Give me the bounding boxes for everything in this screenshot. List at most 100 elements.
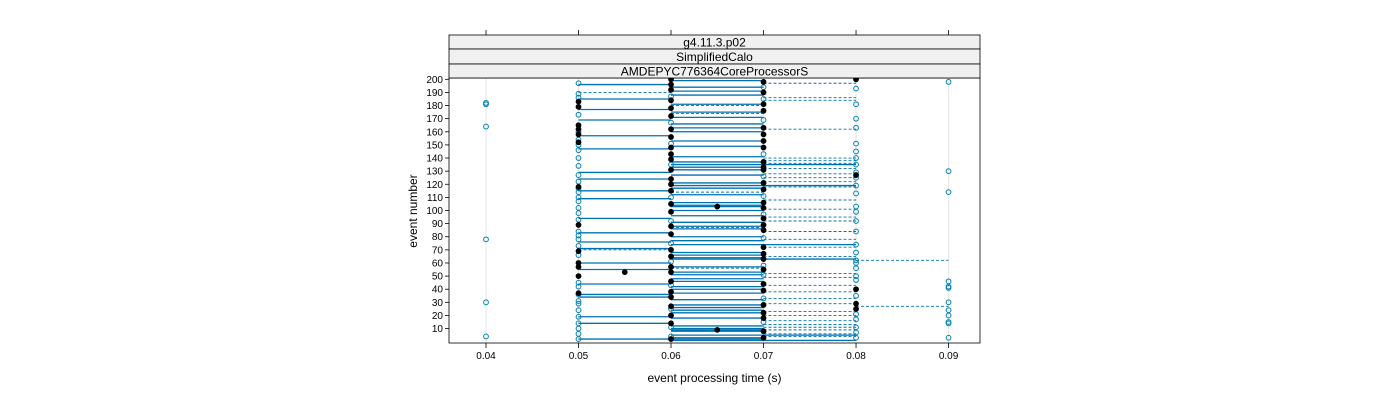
- open-point: [945, 189, 952, 196]
- filled-point: [668, 166, 674, 173]
- open-point: [575, 172, 582, 178]
- y-tick-label: 130: [426, 167, 443, 178]
- filled-point: [621, 269, 628, 276]
- y-tick-label: 170: [426, 114, 443, 125]
- strip-box-3: [448, 63, 981, 79]
- strip-label-1: g4.11.3.p02: [683, 36, 746, 50]
- filled-point: [760, 244, 767, 251]
- filled-point: [575, 98, 582, 105]
- open-point: [853, 241, 859, 248]
- open-point: [575, 236, 582, 243]
- filled-point: [760, 328, 767, 335]
- filled-point: [668, 208, 674, 215]
- filled-point: [668, 223, 674, 230]
- open-point: [853, 249, 859, 256]
- open-point: [760, 193, 767, 199]
- filled-point: [668, 231, 674, 238]
- filled-point: [760, 89, 767, 96]
- open-point: [575, 313, 582, 320]
- filled-point: [575, 122, 582, 129]
- open-point: [483, 333, 489, 340]
- x-tick-label: 0.07: [754, 351, 774, 362]
- open-point: [760, 117, 767, 123]
- open-point: [575, 198, 582, 205]
- y-tick-label: 40: [432, 285, 444, 296]
- filled-point: [668, 288, 674, 295]
- filled-point: [760, 204, 767, 211]
- open-point: [575, 298, 582, 304]
- open-point: [853, 124, 859, 131]
- open-point: [945, 299, 952, 306]
- open-point: [760, 173, 767, 180]
- y-tick-label: 90: [432, 219, 444, 230]
- filled-point: [668, 246, 674, 253]
- strip-label-3: AMDEPYC776364CoreProcessorS: [621, 65, 808, 79]
- filled-point: [760, 256, 767, 262]
- filled-point: [714, 326, 721, 333]
- open-point: [945, 168, 952, 175]
- y-tick-label: 50: [432, 272, 444, 283]
- filled-point: [760, 186, 767, 193]
- open-point: [668, 194, 674, 201]
- open-point: [575, 300, 582, 307]
- open-point: [575, 80, 582, 87]
- filled-point: [575, 290, 582, 297]
- open-point: [575, 204, 582, 211]
- axis-ticks: 0.04 0.05 0.06 0.07 0.08 0.09 10 20 30 40 50 60 70 80…: [426, 30, 959, 362]
- filled-point: [760, 315, 767, 321]
- filled-point: [760, 107, 767, 114]
- open-point: [853, 182, 859, 189]
- open-point: [575, 307, 582, 314]
- filled-point: [575, 139, 582, 146]
- x-tick-label: 0.09: [939, 351, 959, 362]
- open-point: [945, 79, 952, 85]
- filled-point: [668, 113, 674, 119]
- filled-point: [668, 201, 674, 207]
- filled-point: [668, 264, 674, 270]
- y-tick-label: 200: [426, 75, 443, 86]
- strip-label-2: SimplifiedCalo: [676, 50, 753, 64]
- filled-point: [714, 203, 721, 210]
- filled-point: [668, 176, 674, 182]
- open-point: [853, 115, 859, 122]
- filled-point: [668, 97, 674, 104]
- open-point: [853, 85, 859, 92]
- y-tick-label: 80: [432, 232, 444, 243]
- x-tick-label: 0.08: [846, 351, 866, 362]
- open-point: [575, 232, 582, 239]
- filled-point: [668, 81, 674, 88]
- filled-point: [575, 103, 582, 110]
- filled-point: [668, 278, 674, 285]
- open-point: [483, 123, 489, 130]
- x-tick-label: 0.05: [569, 351, 589, 362]
- open-point: [853, 218, 859, 224]
- filled-point: [853, 286, 859, 293]
- filled-point: [853, 305, 859, 312]
- open-point: [483, 100, 489, 106]
- open-point: [760, 235, 767, 241]
- open-point: [853, 203, 859, 210]
- filled-point: [668, 144, 674, 151]
- filled-point: [760, 159, 767, 165]
- open-point: [853, 292, 859, 299]
- filled-point: [668, 187, 674, 194]
- filled-point: [760, 334, 767, 341]
- open-point: [853, 257, 859, 264]
- open-point: [945, 278, 952, 285]
- y-tick-label: 160: [426, 127, 443, 138]
- y-tick-label: 60: [432, 258, 444, 269]
- filled-point: [668, 86, 674, 93]
- filled-point: [668, 294, 674, 300]
- open-point: [853, 148, 859, 155]
- filled-point: [760, 215, 767, 222]
- filled-point: [760, 287, 767, 294]
- open-point: [483, 236, 489, 243]
- open-point: [945, 319, 952, 325]
- filled-point: [668, 320, 674, 327]
- filled-point: [760, 101, 767, 108]
- x-tick-label: 0.04: [476, 351, 496, 362]
- filled-point: [760, 250, 767, 257]
- filled-point: [575, 131, 582, 138]
- y-tick-label: 100: [426, 206, 443, 217]
